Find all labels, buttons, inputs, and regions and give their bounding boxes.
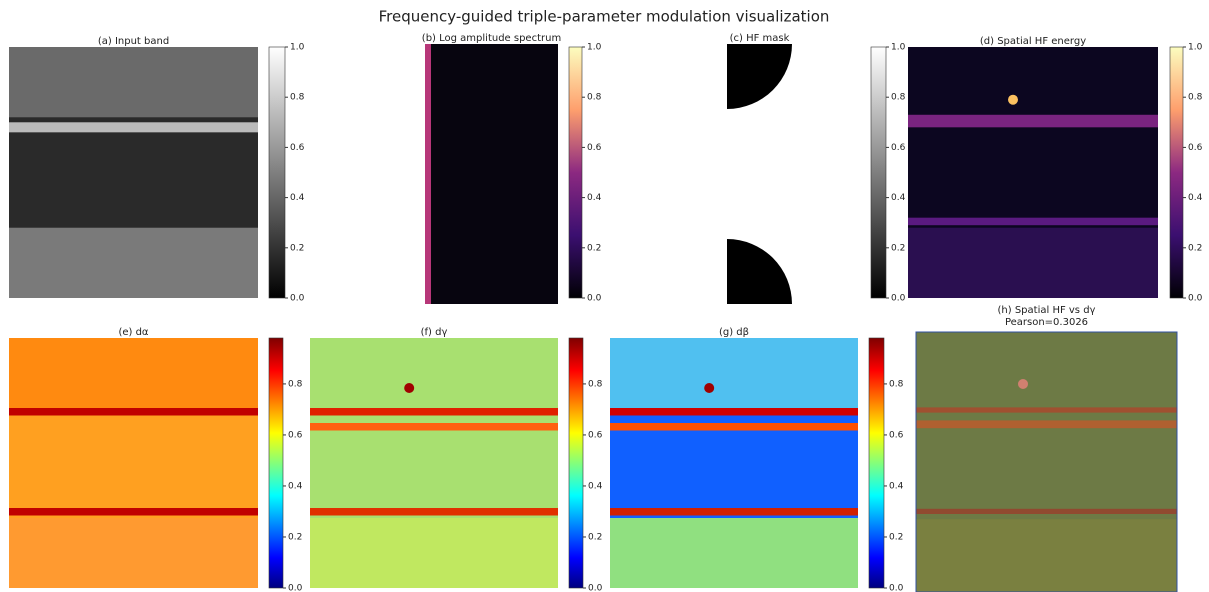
image-band <box>9 518 258 588</box>
colorbar-tick-label: 0.2 <box>889 532 903 542</box>
figure-title: Frequency-guided triple-parameter modula… <box>379 8 830 26</box>
image <box>425 44 558 304</box>
colorbar-tick-label: 0.2 <box>891 243 905 253</box>
colorbar-tick-label: 1.0 <box>290 43 305 53</box>
colorbar-tick-label: 0.0 <box>891 294 906 304</box>
panel-subtitle: Pearson=0.3026 <box>1005 317 1088 328</box>
colorbar-tick-label: 0.0 <box>1188 294 1203 304</box>
colorbar-tick-label: 0.2 <box>288 532 302 542</box>
image-band <box>310 423 558 431</box>
image-band <box>916 407 1177 413</box>
image-band <box>9 122 258 133</box>
image-band <box>310 518 558 588</box>
colorbar-tick-label: 0.2 <box>587 243 601 253</box>
colorbar-tick-label: 0.4 <box>889 481 904 491</box>
colorbar-tick-label: 0.4 <box>588 481 603 491</box>
colorbar-tick-label: 0.0 <box>889 584 904 592</box>
image-frame <box>915 331 1178 592</box>
image-band <box>610 408 858 416</box>
colorbar-tick-label: 0.4 <box>1188 193 1203 203</box>
colorbar-tick-label: 0.6 <box>1188 143 1203 153</box>
image-band <box>310 408 558 416</box>
colorbar-tick-label: 0.0 <box>290 294 305 304</box>
mask-shape <box>727 239 792 304</box>
panel-title: (e) dα <box>118 327 148 338</box>
colorbar-tick-label: 1.0 <box>891 43 906 53</box>
colorbar-tick-label: 0.8 <box>889 379 904 389</box>
colorbar <box>268 46 286 299</box>
colorbar-tick-label: 1.0 <box>587 43 602 53</box>
colorbar-tick-label: 0.0 <box>588 584 603 592</box>
image-band <box>610 423 858 431</box>
colorbar-tick-label: 0.8 <box>290 93 305 103</box>
image-band <box>9 338 258 408</box>
image-band <box>916 420 1177 429</box>
panel-title: (c) HF mask <box>730 33 790 44</box>
colorbar <box>870 46 887 299</box>
image-spot <box>704 383 715 393</box>
image-spot <box>1008 94 1018 105</box>
image-band <box>9 227 258 298</box>
colorbar-tick-label: 0.4 <box>891 193 906 203</box>
image-spot <box>404 383 415 393</box>
image-band <box>908 114 1158 128</box>
colorbar-tick-label: 0.6 <box>587 143 602 153</box>
colorbar-tick-label: 0.2 <box>1188 243 1202 253</box>
image-band <box>916 519 1177 592</box>
colorbar-tick-label: 0.6 <box>889 430 904 440</box>
colorbar-tick-label: 1.0 <box>1188 43 1203 53</box>
colorbar-tick-label: 0.4 <box>587 193 602 203</box>
image-band <box>610 338 858 408</box>
colorbar-tick-label: 0.2 <box>290 243 304 253</box>
colorbar <box>568 337 584 589</box>
colorbar-tick-label: 0.0 <box>587 294 602 304</box>
image-band <box>310 508 558 516</box>
colorbar-tick-label: 0.6 <box>288 430 303 440</box>
colorbar-tick-label: 0.8 <box>891 93 906 103</box>
colorbar-tick-label: 0.8 <box>587 93 602 103</box>
colorbar-tick-label: 0.6 <box>891 143 906 153</box>
colorbar-tick-label: 0.6 <box>290 143 305 153</box>
panel-title: (f) dγ <box>421 327 448 338</box>
panel-title: (d) Spatial HF energy <box>980 36 1086 47</box>
colorbar <box>868 337 885 589</box>
image-band <box>908 217 1158 226</box>
image-band <box>9 408 258 416</box>
colorbar-tick-label: 0.8 <box>288 379 303 389</box>
mask-shape <box>727 44 792 109</box>
colorbar <box>268 337 284 589</box>
image-band <box>9 47 258 118</box>
colorbar <box>568 46 583 299</box>
colorbar-tick-label: 0.6 <box>588 430 603 440</box>
panel-title: (g) dβ <box>719 327 749 338</box>
image-band <box>908 227 1158 298</box>
panel-title: (h) Spatial HF vs dγ <box>998 305 1096 316</box>
image-band <box>916 508 1177 514</box>
colorbar-tick-label: 0.8 <box>588 379 603 389</box>
colorbar-tick-label: 0.4 <box>288 481 303 491</box>
image-band <box>425 44 431 304</box>
colorbar <box>1169 46 1184 299</box>
image-band <box>610 508 858 516</box>
panel-title: (b) Log amplitude spectrum <box>422 33 561 44</box>
image-spot <box>1018 379 1029 389</box>
image-band <box>9 508 258 516</box>
colorbar-tick-label: 0.8 <box>1188 93 1203 103</box>
colorbar-tick-label: 0.2 <box>588 532 602 542</box>
colorbar-tick-label: 0.4 <box>290 193 305 203</box>
colorbar-tick-label: 0.0 <box>288 584 303 592</box>
panel-title: (a) Input band <box>98 36 169 47</box>
image-band <box>610 518 858 588</box>
